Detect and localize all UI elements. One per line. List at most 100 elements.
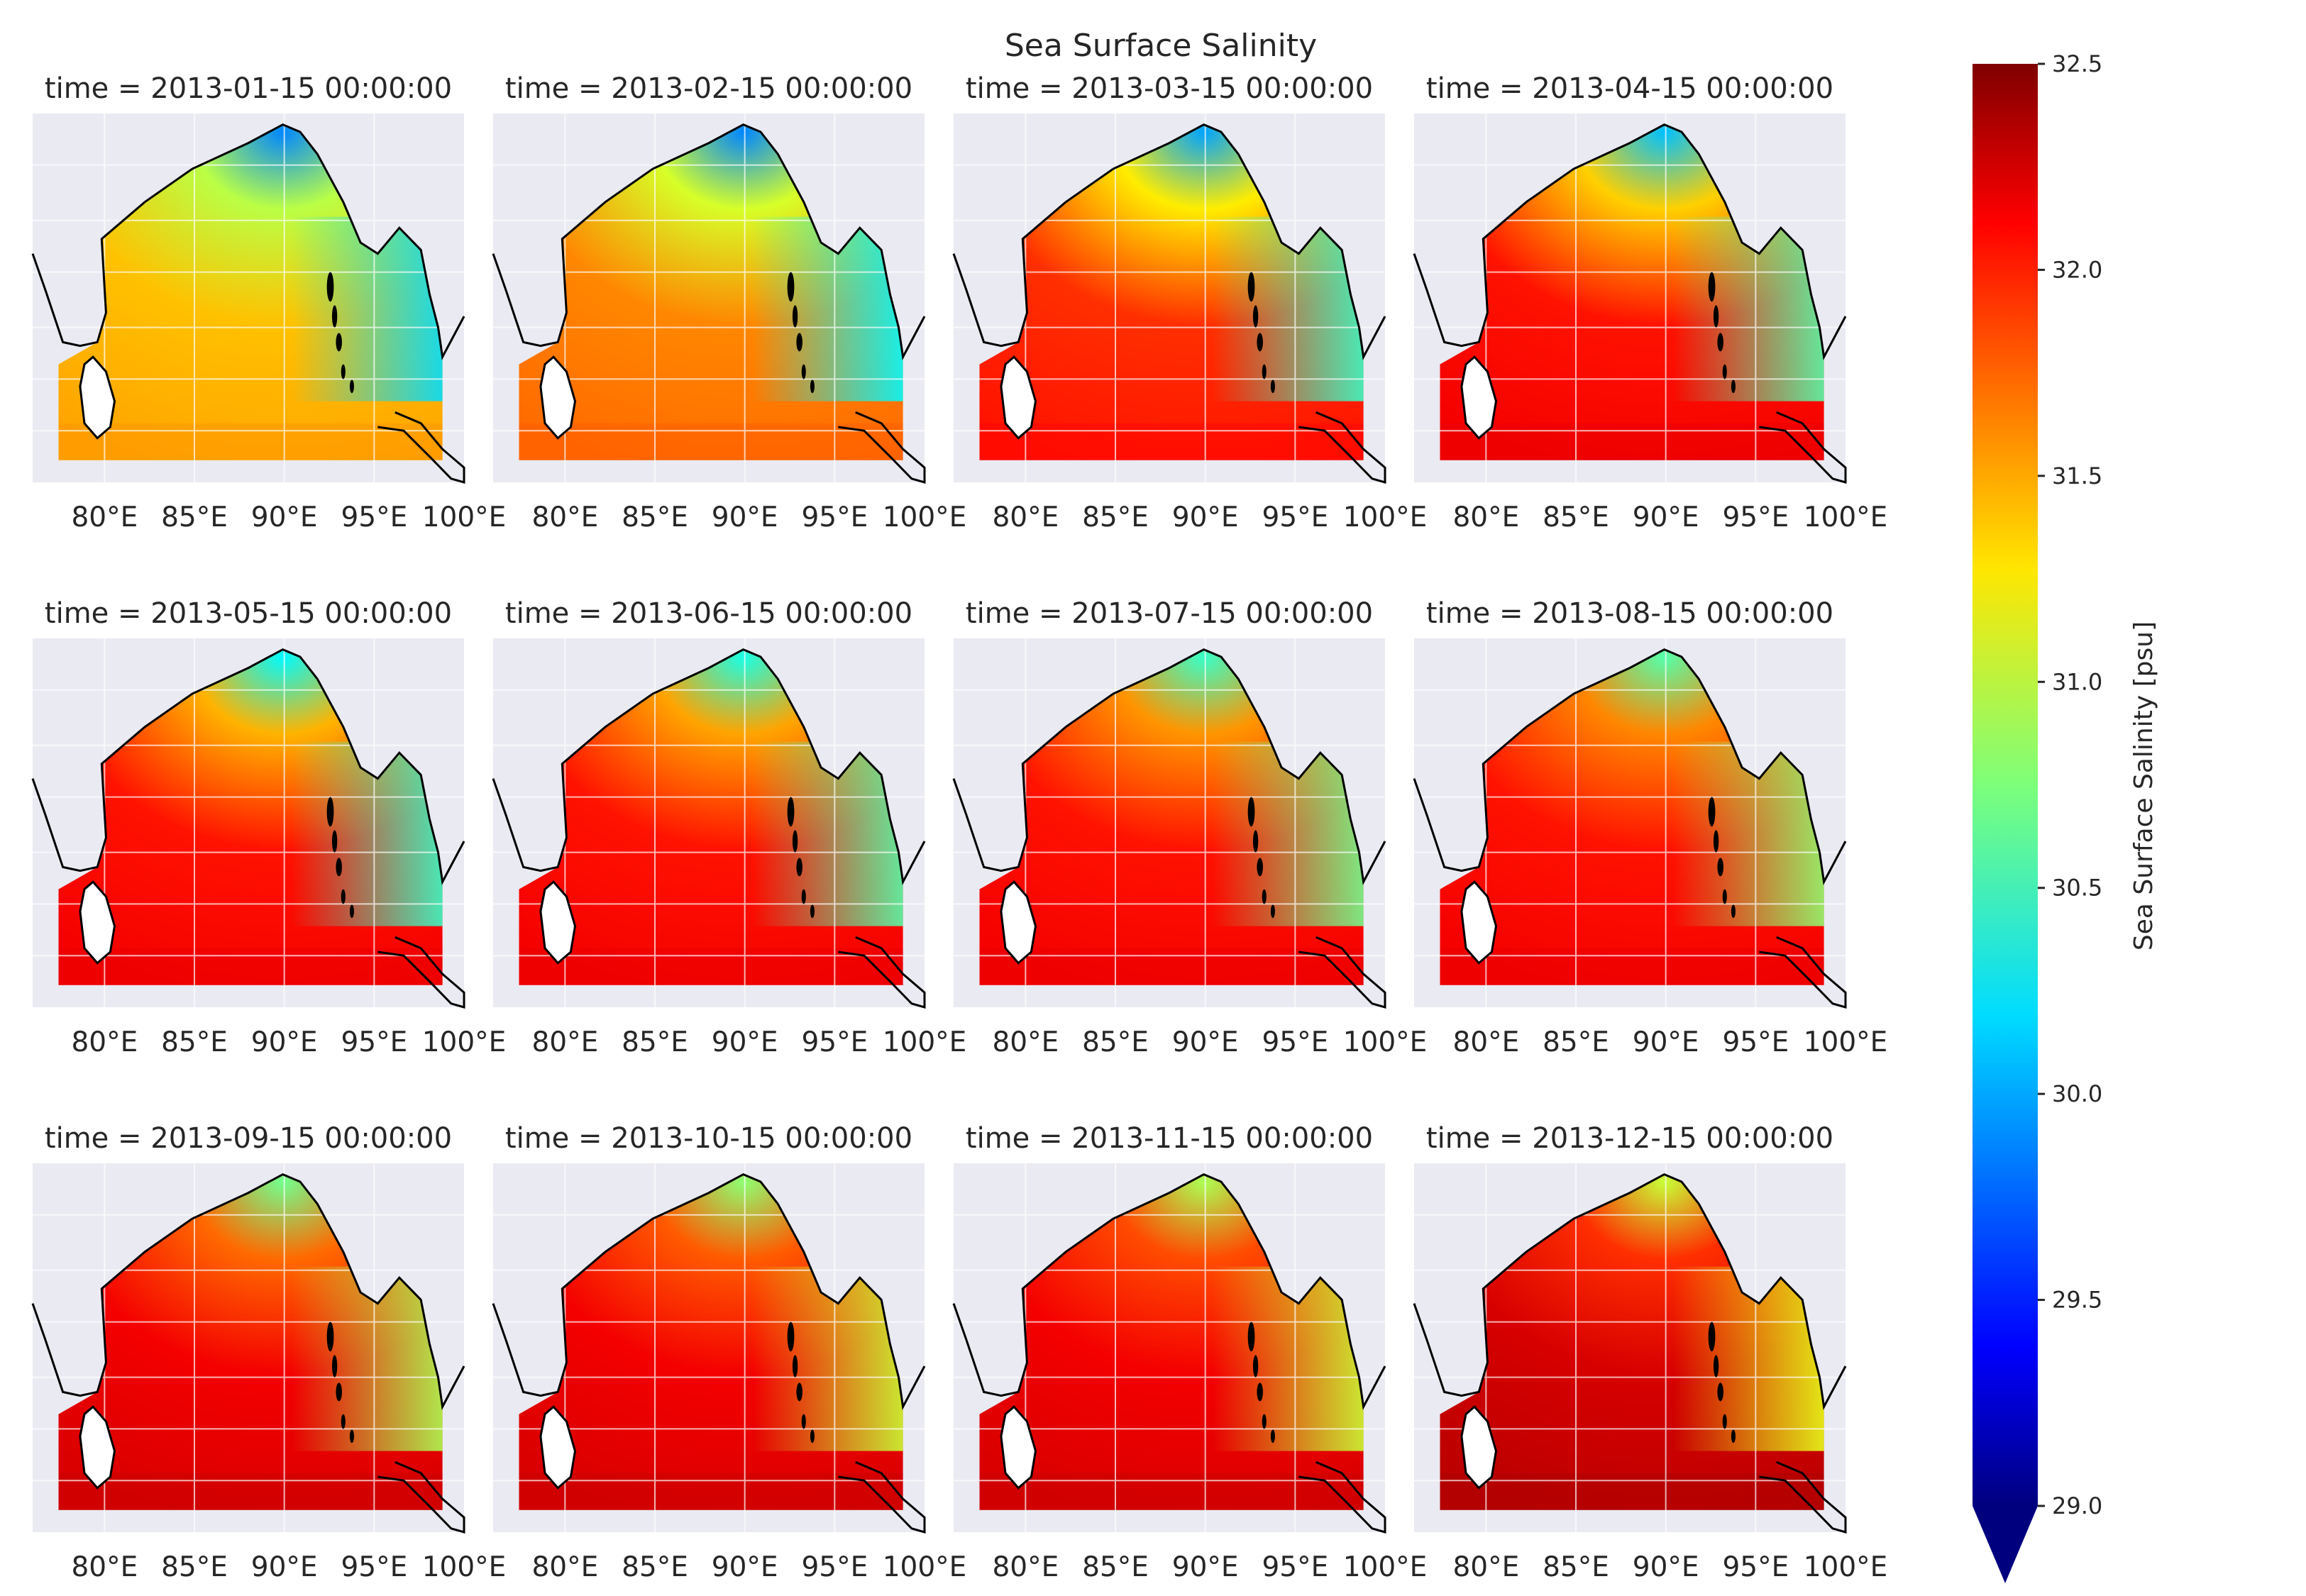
colorbar-tick-label: 31.5 [2052, 462, 2102, 489]
malay-peninsula [377, 936, 465, 1009]
x-tick-label: 90°E [1633, 1551, 1699, 1583]
island [1270, 1429, 1275, 1443]
x-tick-label: 100°E [422, 1551, 507, 1583]
x-tick-label: 80°E [1452, 1026, 1519, 1058]
x-tick-label: 80°E [1452, 501, 1519, 533]
x-tick-label: 80°E [531, 1551, 598, 1583]
map-panels: time = 2013-01-15 00:00:00 80°E 85°E 90°E 95… [31, 72, 1888, 1583]
x-tick-label: 85°E [1543, 501, 1609, 533]
island [1262, 1414, 1267, 1429]
colorbar-tick-label: 29.5 [2052, 1287, 2102, 1314]
island [810, 379, 815, 394]
malay-peninsula [1298, 1461, 1386, 1534]
coastline [952, 648, 1386, 885]
map-panel: time = 2013-04-15 00:00:00 80°E 85°E 90°E 95… [1413, 72, 1888, 533]
island [331, 830, 338, 853]
colorbar-tick-label: 30.0 [2052, 1080, 2102, 1107]
island [801, 364, 806, 379]
panel-title: time = 2013-10-15 00:00:00 [505, 1122, 912, 1155]
map-panel: time = 2013-07-15 00:00:00 80°E 85°E 90°E 95… [952, 597, 1428, 1058]
coastline [1413, 123, 1847, 360]
x-tick-label: 85°E [622, 501, 688, 533]
island [341, 889, 346, 904]
x-tick-label: 100°E [1804, 1026, 1888, 1058]
map-panel: time = 2013-12-15 00:00:00 80°E 85°E 90°E 95… [1413, 1122, 1887, 1583]
island [336, 333, 342, 352]
island [326, 272, 334, 302]
x-tick-label: 85°E [622, 1026, 688, 1058]
x-tick-label: 90°E [251, 1026, 318, 1058]
x-tick-label: 85°E [1543, 1026, 1609, 1058]
x-tick-label: 100°E [1804, 501, 1888, 533]
island [792, 305, 798, 328]
map-panel: time = 2013-02-15 00:00:00 80°E 85°E 90°E 95… [492, 72, 967, 533]
x-tick-label: 95°E [801, 1026, 868, 1058]
coastline [492, 1173, 926, 1410]
map-panel: time = 2013-10-15 00:00:00 80°E 85°E 90°E 95… [492, 1122, 966, 1583]
island [1257, 333, 1263, 352]
x-tick-label: 85°E [1082, 1551, 1149, 1583]
sri-lanka [1000, 1405, 1037, 1490]
island [1252, 830, 1259, 853]
map-panel: time = 2013-03-15 00:00:00 80°E 85°E 90°E 95… [952, 72, 1427, 533]
island [336, 858, 342, 877]
sri-lanka [1000, 355, 1037, 440]
map-panel: time = 2013-09-15 00:00:00 80°E 85°E 90°E 95… [31, 1122, 507, 1583]
malay-peninsula [1298, 411, 1386, 484]
island [1708, 1321, 1716, 1352]
island [1247, 797, 1255, 827]
x-tick-label: 85°E [161, 1551, 228, 1583]
x-tick-label: 85°E [161, 501, 228, 533]
x-tick-label: 95°E [1262, 1551, 1328, 1583]
x-tick-label: 85°E [1543, 1551, 1609, 1583]
island [1731, 379, 1736, 394]
sri-lanka [1000, 880, 1037, 965]
island [1257, 1382, 1263, 1402]
island [1722, 889, 1727, 904]
island [796, 858, 802, 877]
island [1731, 1429, 1736, 1443]
x-tick-label: 100°E [1343, 1551, 1428, 1583]
map-panel: time = 2013-06-15 00:00:00 80°E 85°E 90°E 95… [492, 597, 966, 1058]
panel-title: time = 2013-03-15 00:00:00 [966, 72, 1373, 105]
panel-title: time = 2013-07-15 00:00:00 [966, 597, 1373, 630]
malay-peninsula [838, 411, 926, 484]
island [349, 904, 354, 919]
island [1262, 364, 1267, 379]
x-tick-label: 90°E [1172, 1551, 1239, 1583]
island [349, 379, 354, 394]
malay-peninsula [377, 411, 465, 484]
map-panel: time = 2013-11-15 00:00:00 80°E 85°E 90°E 95… [952, 1122, 1428, 1583]
x-tick-label: 100°E [422, 501, 507, 533]
x-tick-label: 100°E [883, 501, 967, 533]
x-tick-label: 80°E [531, 1026, 598, 1058]
island [1713, 830, 1719, 853]
island [796, 1382, 802, 1402]
panel-title: time = 2013-08-15 00:00:00 [1426, 597, 1833, 630]
coastline [952, 123, 1386, 360]
x-tick-label: 80°E [71, 1551, 138, 1583]
x-tick-label: 80°E [531, 501, 598, 533]
island [349, 1429, 354, 1443]
x-tick-label: 90°E [712, 1026, 778, 1058]
coastline [31, 1173, 465, 1410]
colorbar-tick-label: 30.5 [2052, 875, 2102, 902]
island [341, 364, 346, 379]
panel-title: time = 2013-11-15 00:00:00 [966, 1122, 1373, 1155]
malay-peninsula [838, 1461, 926, 1534]
sri-lanka [1460, 355, 1498, 440]
x-tick-label: 95°E [341, 1551, 407, 1583]
island [1708, 797, 1716, 827]
island [1262, 889, 1267, 904]
colorbar-tick-label: 32.0 [2052, 256, 2102, 283]
malay-peninsula [377, 1461, 465, 1534]
panel-title: time = 2013-12-15 00:00:00 [1426, 1122, 1833, 1155]
x-tick-label: 100°E [1343, 1026, 1428, 1058]
x-tick-label: 80°E [71, 1026, 138, 1058]
panel-title: time = 2013-02-15 00:00:00 [505, 72, 912, 105]
coastline [1413, 648, 1847, 885]
island [1257, 858, 1263, 877]
sri-lanka [79, 1405, 116, 1490]
panel-title: time = 2013-05-15 00:00:00 [45, 597, 452, 630]
